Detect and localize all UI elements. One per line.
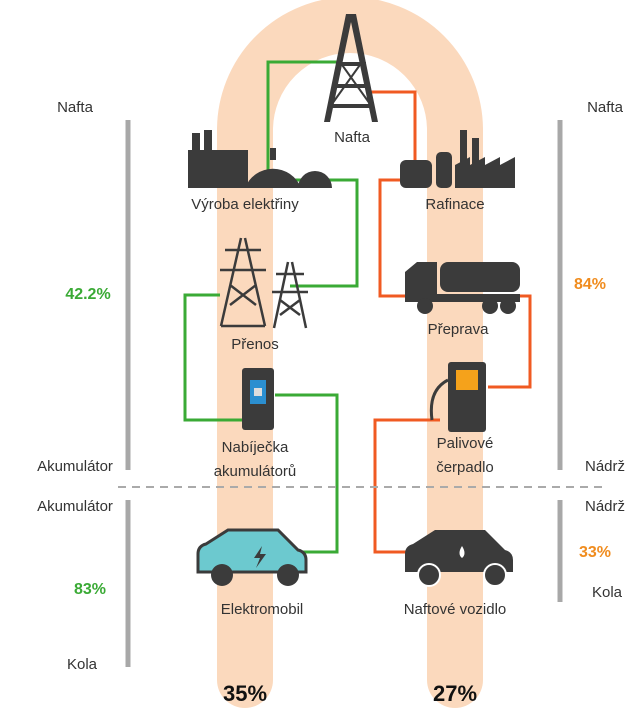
pylon-icon <box>219 237 308 329</box>
node-label: Nafta <box>334 129 371 146</box>
node-label: Palivové <box>437 435 494 452</box>
diesel-flow <box>488 294 532 389</box>
charger-icon <box>242 368 274 430</box>
total-efficiency: 27% <box>433 681 477 706</box>
diesel-flow <box>378 178 410 298</box>
node-label: Elektromobil <box>221 601 304 618</box>
scale-label: Nafta <box>57 99 94 116</box>
efficiency: 42.2% <box>65 286 110 303</box>
diesel-flow <box>368 90 417 160</box>
node-label: Výroba elektřiny <box>191 196 299 213</box>
node-label: Přenos <box>231 336 279 353</box>
scale-label: Nádrž <box>585 498 625 515</box>
scale-label: Akumulátor <box>37 458 113 475</box>
oil-tower-icon <box>324 14 378 122</box>
efficiency: 33% <box>579 544 611 561</box>
truck-icon <box>405 262 520 314</box>
power-plant-icon <box>188 130 332 188</box>
efficiency: 84% <box>574 276 606 293</box>
diesel-car-icon <box>405 530 513 587</box>
total-efficiency: 35% <box>223 681 267 706</box>
refinery-icon <box>400 130 515 188</box>
electric-flow <box>183 293 245 422</box>
efficiency: 83% <box>74 581 106 598</box>
scale-label: Nádrž <box>585 458 625 475</box>
fuel-pump-icon <box>429 362 486 432</box>
scale-label: Kola <box>592 584 623 601</box>
electric-car-icon <box>196 528 308 586</box>
node-label: čerpadlo <box>436 459 494 476</box>
node-label: Rafinace <box>425 196 484 213</box>
node-label: Přeprava <box>428 321 490 338</box>
node-label: akumulátorů <box>214 463 297 480</box>
scale-label: Kola <box>67 656 98 673</box>
scale-label: Nafta <box>587 99 624 116</box>
electric-flow <box>275 393 339 554</box>
node-label: Naftové vozidlo <box>404 601 507 618</box>
scale-label: Akumulátor <box>37 498 113 515</box>
node-label: Nabíječka <box>222 439 289 456</box>
